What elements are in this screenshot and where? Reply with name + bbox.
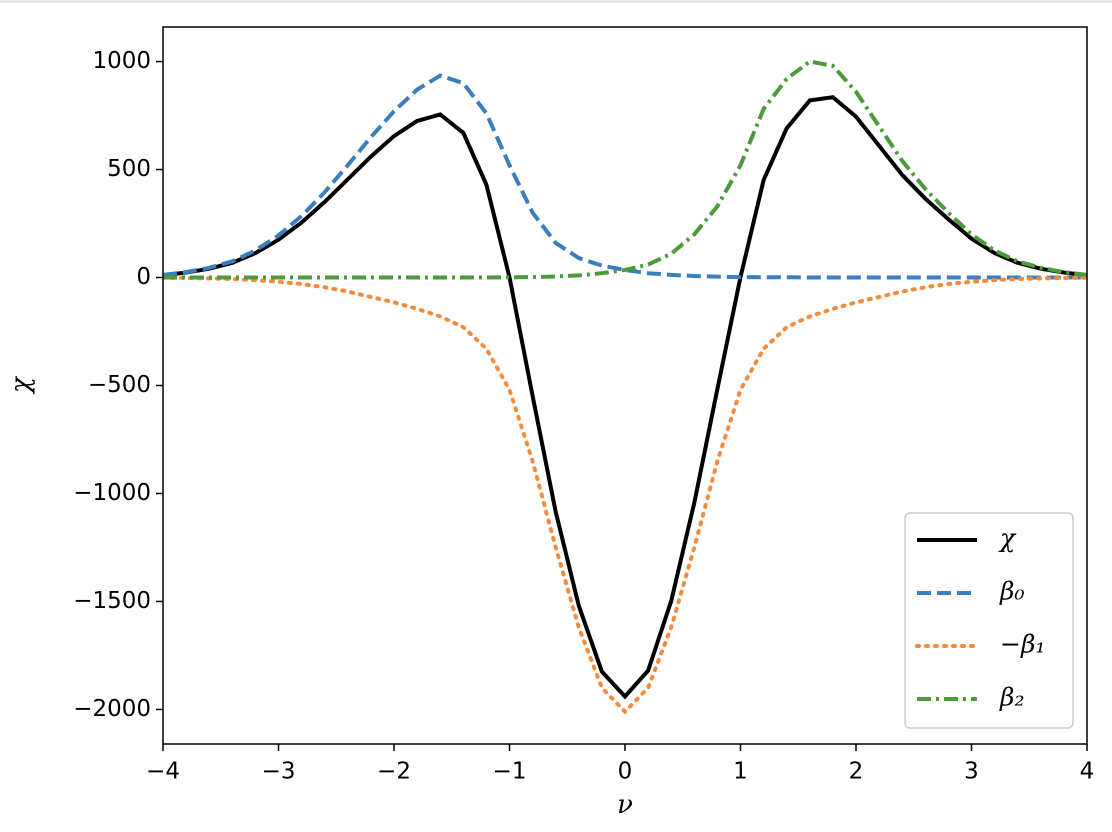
x-tick-label: 4 — [1080, 759, 1095, 785]
legend-label: −β₁ — [1000, 630, 1045, 659]
y-tick-label: −2000 — [73, 696, 151, 722]
y-tick-label: −500 — [88, 372, 151, 398]
y-tick-label: 500 — [107, 156, 151, 182]
x-tick-label: −3 — [262, 759, 296, 785]
legend-label: β₂ — [999, 683, 1024, 712]
y-axis-label: χ — [6, 375, 36, 395]
series-line — [163, 95, 1087, 700]
x-tick-label: 3 — [964, 759, 979, 785]
x-tick-label: −2 — [377, 759, 411, 785]
y-tick-label: −1500 — [73, 588, 151, 614]
plot-frame — [162, 26, 1088, 745]
x-tick-label: −4 — [146, 759, 180, 785]
legend-box — [904, 512, 1074, 729]
x-tick-label: −1 — [493, 759, 527, 785]
series-line — [163, 59, 1087, 280]
x-tick-label: 1 — [733, 759, 748, 785]
y-tick-label: 1000 — [92, 48, 151, 74]
series-line — [163, 73, 1087, 280]
x-axis-label: ν — [617, 790, 633, 820]
series-line — [163, 275, 1087, 715]
legend-label: χ — [998, 524, 1017, 553]
y-tick-label: 0 — [136, 264, 151, 290]
x-tick-label: 2 — [849, 759, 864, 785]
y-tick-label: −1000 — [73, 480, 151, 506]
x-tick-label: 0 — [618, 759, 633, 785]
legend-label: β₀ — [999, 577, 1024, 606]
